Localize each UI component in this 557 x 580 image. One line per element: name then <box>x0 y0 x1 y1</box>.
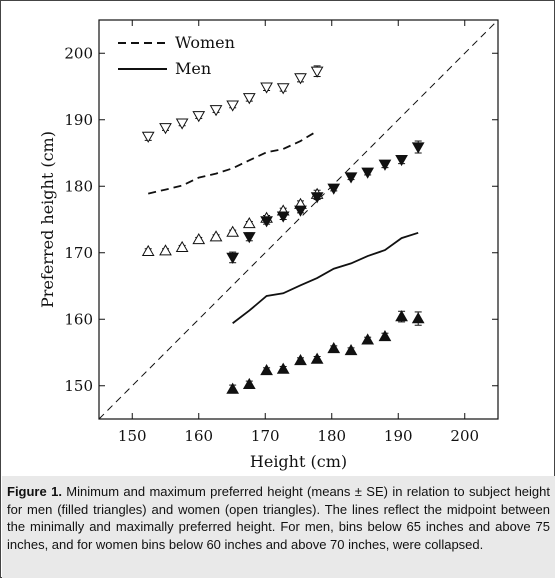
men_min-point <box>411 312 425 324</box>
diagonal-reference-line <box>99 20 498 419</box>
men_max-point <box>395 155 408 167</box>
y-tick-label: 160 <box>64 310 93 328</box>
women_max-point <box>260 82 273 94</box>
men_max-point <box>378 159 392 171</box>
men_mid-line <box>232 231 419 324</box>
men_max-point <box>294 205 307 217</box>
women_min-point <box>159 244 172 256</box>
y-tick-label: 180 <box>64 177 93 195</box>
legend-women-label: Women <box>175 33 235 52</box>
x-tick-label: 170 <box>251 427 280 445</box>
women_min-point <box>209 230 223 242</box>
women_min-point <box>141 244 155 257</box>
women_max-point <box>242 93 256 105</box>
y-axis-label: Preferred height (cm) <box>38 131 57 308</box>
women_max-point <box>141 131 155 143</box>
figure-caption: Figure 1. Minimum and maximum preferred … <box>7 483 550 553</box>
men_max-point <box>344 172 358 184</box>
caption-background <box>2 476 555 578</box>
men_min-point <box>242 377 256 390</box>
men_max-point <box>361 167 375 179</box>
men_min-point <box>378 330 392 342</box>
men_min-point <box>310 352 324 364</box>
women_max-point <box>294 73 307 85</box>
women_min-point <box>175 240 189 253</box>
men_min-point <box>226 382 240 394</box>
men_max-point <box>327 183 341 195</box>
men_min-point <box>294 353 307 366</box>
y-tick-label: 200 <box>64 44 93 62</box>
women_max-point <box>276 83 290 95</box>
women_max-point <box>310 66 324 78</box>
women_min-point <box>192 232 206 245</box>
x-tick-label: 190 <box>384 427 413 445</box>
men_min-point <box>327 342 341 354</box>
legend-men-label: Men <box>175 59 211 78</box>
women_min-point <box>242 216 256 229</box>
women_max-point <box>209 105 223 117</box>
men_max-point <box>242 232 256 244</box>
x-tick-label: 150 <box>118 427 147 445</box>
x-tick-label: 200 <box>450 427 479 445</box>
plot-frame <box>98 19 499 420</box>
women_max-point <box>192 111 206 123</box>
x-tick-label: 180 <box>317 427 346 445</box>
men_max-point <box>276 211 290 223</box>
men_min-point <box>344 343 358 356</box>
women_max-point <box>159 123 172 135</box>
men_min-point <box>276 362 290 374</box>
men_min-point <box>395 310 408 322</box>
x-tick-label: 160 <box>184 427 213 445</box>
chart-svg: 150 160 170 180 190 200 150 160 170 180 190 200 Heig… <box>38 19 499 471</box>
x-axis-label: Height (cm) <box>250 452 347 471</box>
y-tick-label: 150 <box>64 377 93 395</box>
men_max-point <box>411 142 425 154</box>
women_max-point <box>175 118 189 130</box>
women_min-point <box>226 225 240 237</box>
men_min-point <box>361 333 375 345</box>
men_max-point <box>310 192 324 204</box>
men_max-point <box>226 252 240 264</box>
women_mid-line <box>148 130 318 195</box>
men_max-point <box>260 216 273 228</box>
men_min-point <box>260 363 273 376</box>
y-tick-label: 170 <box>64 244 93 262</box>
women_max-point <box>226 100 240 112</box>
caption-label: Figure 1. <box>7 484 62 499</box>
caption-text: Minimum and maximum preferred height (me… <box>7 484 550 552</box>
y-tick-label: 190 <box>64 111 93 129</box>
